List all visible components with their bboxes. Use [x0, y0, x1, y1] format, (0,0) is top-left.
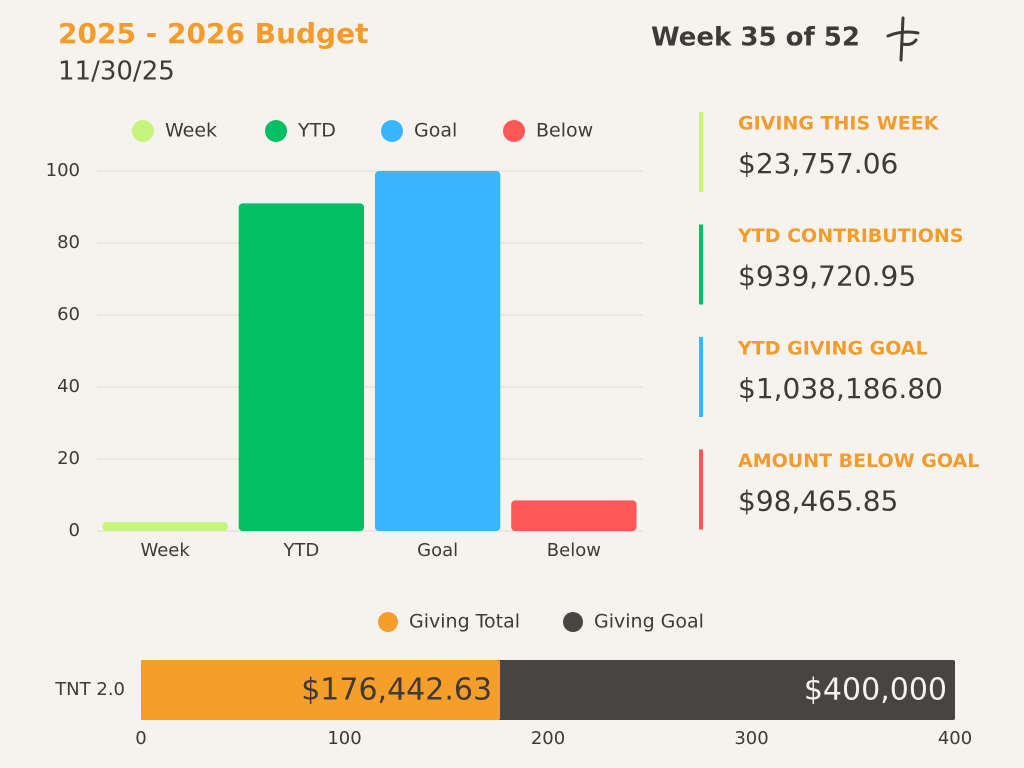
y-tick-label: 80 [57, 232, 80, 253]
y-tick-label: TNT 2.0 [54, 679, 125, 700]
stat-label: YTD CONTRIBUTIONS [737, 225, 963, 247]
y-tick-label: 100 [46, 160, 80, 181]
x-tick-label: YTD [282, 540, 319, 561]
x-tick-label: 0 [135, 728, 146, 749]
stat-value: $939,720.95 [738, 260, 916, 293]
logo-curl [900, 38, 918, 46]
legend-swatch [378, 612, 398, 632]
value-label: $400,000 [804, 673, 947, 708]
logo-stem [899, 16, 905, 62]
y-tick-label: 40 [57, 376, 80, 397]
x-tick-label: Week [140, 540, 190, 561]
legend-label: YTD [297, 120, 336, 142]
title: 2025 - 2026 Budget [58, 17, 368, 50]
stat-value: $23,757.06 [738, 147, 898, 180]
stat-value: $1,038,186.80 [738, 372, 943, 405]
logo [886, 16, 920, 62]
logo-bar [886, 30, 920, 38]
legend-label: Week [165, 120, 217, 142]
stat-label: AMOUNT BELOW GOAL [738, 450, 979, 472]
y-tick-label: 20 [57, 448, 80, 469]
stat-label: GIVING THIS WEEK [738, 113, 940, 135]
week-counter: Week 35 of 52 [651, 23, 860, 53]
x-tick-label: Goal [417, 540, 458, 561]
bar [511, 500, 637, 531]
bar [141, 660, 501, 720]
legend-swatch [563, 612, 583, 632]
stat-label: YTD GIVING GOAL [737, 338, 928, 360]
legend-label: Giving Goal [594, 611, 704, 633]
x-tick-label: Below [547, 540, 601, 561]
legend-label: Below [536, 120, 593, 142]
x-tick-label: 100 [327, 728, 361, 749]
stat-accent [699, 337, 703, 417]
legend-label: Goal [414, 120, 457, 142]
x-tick-label: 400 [938, 728, 972, 749]
legend-swatch [265, 120, 287, 142]
stat-accent [699, 224, 703, 305]
y-tick-label: 0 [69, 520, 80, 541]
legend-label: Giving Total [409, 611, 520, 633]
y-tick-label: 60 [57, 304, 80, 325]
x-tick-label: 300 [734, 728, 768, 749]
legend-swatch [503, 120, 525, 142]
legend-swatch [132, 120, 154, 142]
legend-swatch [381, 120, 403, 142]
stat-accent [699, 112, 703, 192]
bar [238, 203, 365, 531]
date: 11/30/25 [58, 57, 175, 87]
stat-value: $98,465.85 [738, 485, 898, 518]
value-label: $176,442.63 [301, 673, 492, 708]
bar [102, 522, 228, 531]
bar [374, 171, 501, 531]
x-tick-label: 200 [531, 728, 565, 749]
stat-accent [699, 449, 703, 530]
